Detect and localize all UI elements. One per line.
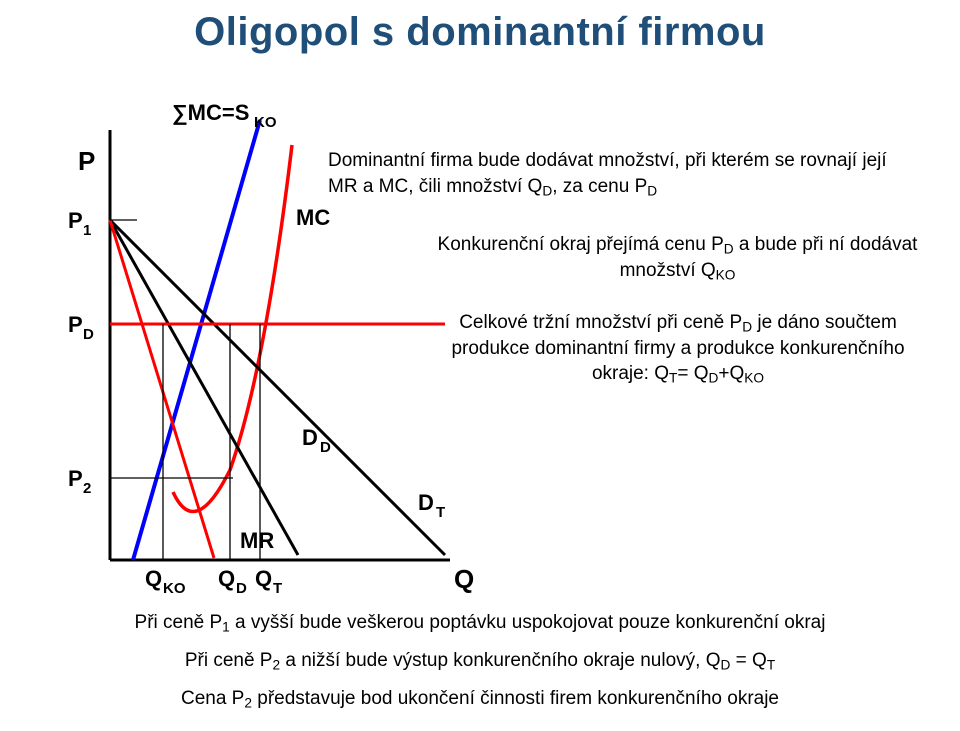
p2-sub: 2 — [83, 480, 91, 497]
qd-label: Q — [218, 566, 235, 591]
mc-curve — [173, 145, 292, 512]
explain-total-quantity: Celkové tržní množství při ceně PD je dá… — [423, 310, 933, 387]
pd-sub: D — [83, 326, 94, 343]
demand-dominant-line — [110, 220, 298, 555]
p2-label: P — [68, 466, 83, 491]
mc-label: MC — [296, 205, 330, 230]
mr-label: MR — [240, 528, 274, 553]
footer-line-3: Cena P2 představuje bod ukončení činnost… — [0, 686, 960, 712]
explain-dominant-output: Dominantní firma bude dodávat množství, … — [328, 148, 918, 199]
dd-label: D — [302, 425, 318, 450]
dd-sub: D — [320, 439, 331, 456]
footer-line-2: Při ceně P2 a nižší bude výstup konkuren… — [0, 648, 960, 674]
footer-line-1: Při ceně P1 a vyšší bude veškerou poptáv… — [0, 610, 960, 636]
sko-label: ∑MC=S — [172, 100, 249, 125]
y-axis-label: P — [78, 146, 95, 176]
supply-sko-line — [133, 120, 260, 560]
dt-label: D — [418, 490, 434, 515]
p1-label: P — [68, 208, 83, 233]
qt-sub: T — [273, 580, 282, 597]
pd-label: P — [68, 312, 83, 337]
p1-sub: 1 — [83, 222, 91, 239]
dt-sub: T — [436, 504, 445, 521]
x-axis-label: Q — [454, 564, 474, 594]
sko-sub: KO — [254, 114, 277, 131]
qd-sub: D — [236, 580, 247, 597]
explain-fringe-price: Konkurenční okraj přejímá cenu PD a bude… — [435, 232, 920, 283]
qko-label: Q — [145, 566, 162, 591]
qt-label: Q — [255, 566, 272, 591]
qko-sub: KO — [163, 580, 186, 597]
